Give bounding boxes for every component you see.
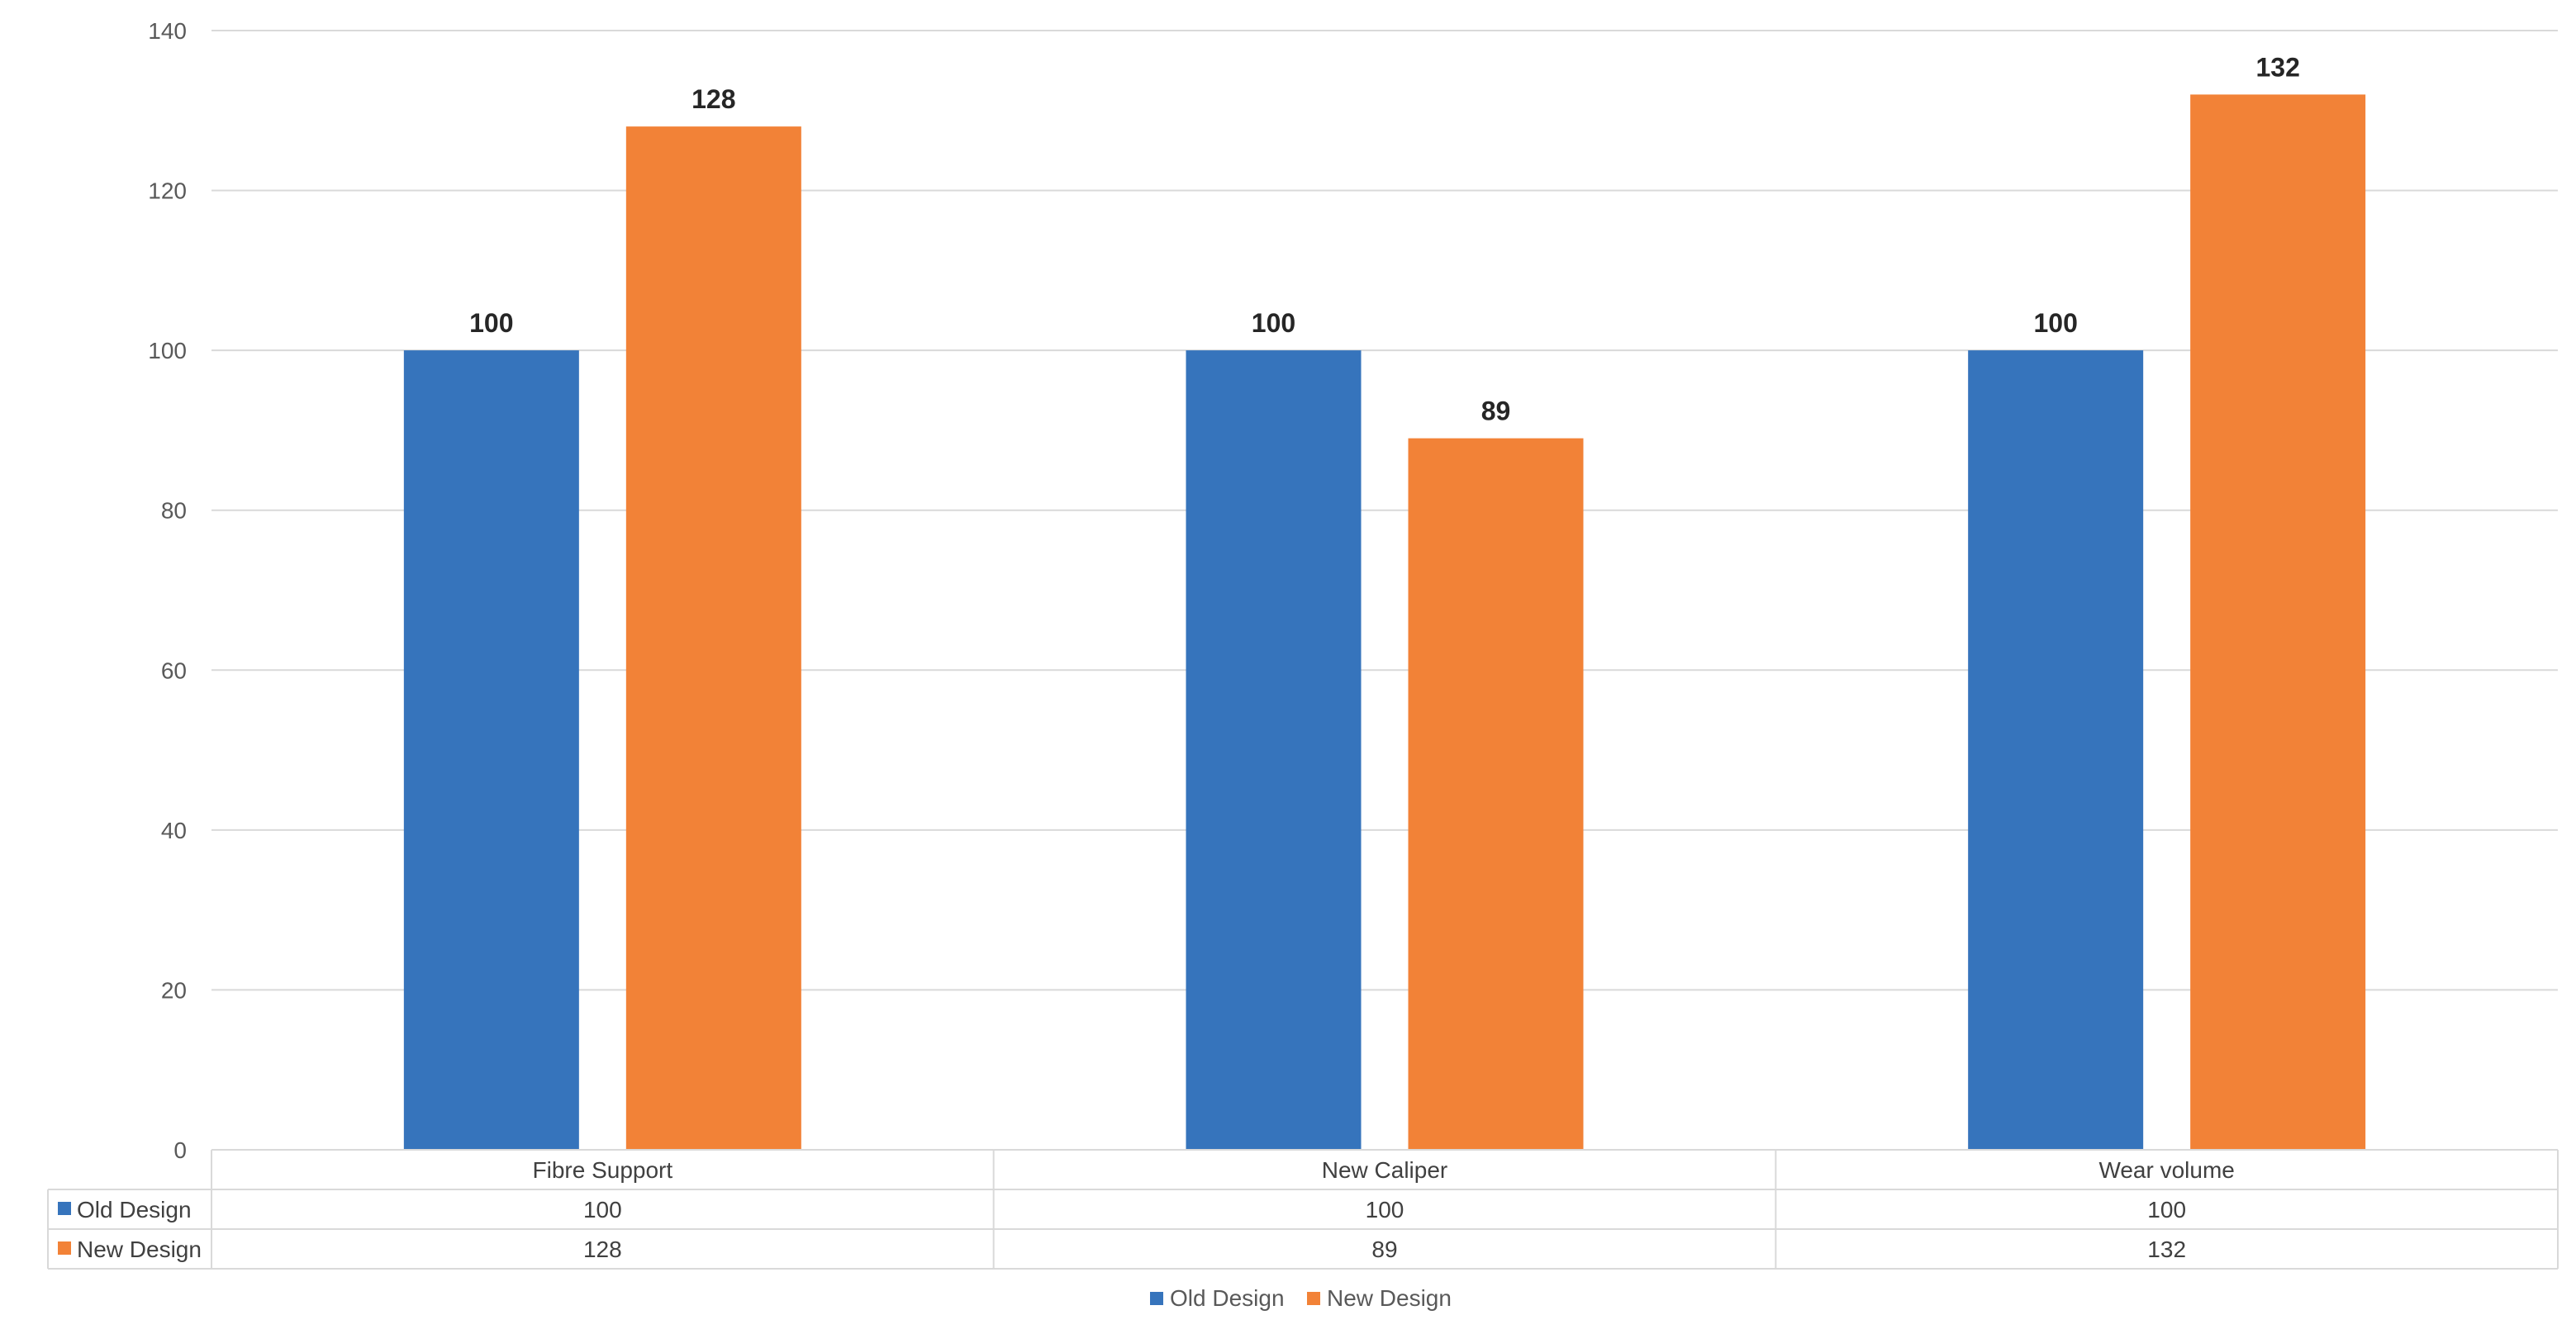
y-tick-label: 80	[161, 498, 187, 524]
bar	[1408, 438, 1584, 1150]
gridlines	[211, 30, 2558, 1151]
bar	[1186, 350, 1362, 1151]
table-cell: 100	[1366, 1197, 1404, 1222]
table-cell: 128	[583, 1237, 622, 1262]
table-legend-key	[58, 1241, 71, 1255]
data-label: 132	[2255, 52, 2299, 82]
table-cell: 100	[2147, 1197, 2186, 1222]
table-category-label: New Caliper	[1322, 1157, 1448, 1183]
legend-key	[1307, 1292, 1320, 1305]
data-label: 128	[692, 84, 735, 114]
legend-label: Old Design	[1170, 1285, 1285, 1311]
data-label: 100	[2033, 308, 2077, 338]
data-labels: 100 128 100 89 100 132	[469, 52, 2300, 425]
y-tick-label: 120	[148, 178, 187, 204]
data-table: Fibre Support New Caliper Wear volume Old D…	[47, 1149, 2559, 1270]
bars	[403, 94, 2366, 1151]
bar	[403, 350, 579, 1151]
y-tick-label: 60	[161, 658, 187, 683]
y-tick-label: 40	[161, 818, 187, 843]
table-cell: 100	[583, 1197, 622, 1222]
data-label: 100	[469, 308, 513, 338]
data-label: 89	[1481, 396, 1511, 426]
y-axis-ticks: 0 20 40 60 80 100 120 140	[148, 18, 187, 1163]
legend-label: New Design	[1327, 1285, 1452, 1311]
y-tick-label: 20	[161, 977, 187, 1003]
bar	[1968, 350, 2144, 1151]
table-category-label: Wear volume	[2098, 1157, 2234, 1183]
legend-key	[1150, 1292, 1163, 1305]
bar	[625, 126, 801, 1151]
table-series-label: Old Design	[77, 1197, 192, 1222]
y-tick-label: 100	[148, 338, 187, 363]
table-series-label: New Design	[77, 1237, 202, 1262]
bar	[2190, 94, 2366, 1150]
data-label: 100	[1252, 308, 1295, 338]
table-cell: 89	[1371, 1237, 1397, 1262]
legend: Old Design New Design	[1150, 1285, 1452, 1311]
table-cell: 132	[2147, 1237, 2186, 1262]
y-tick-label: 0	[173, 1137, 187, 1163]
table-category-label: Fibre Support	[533, 1157, 673, 1183]
table-legend-key	[58, 1202, 71, 1215]
y-tick-label: 140	[148, 18, 187, 44]
